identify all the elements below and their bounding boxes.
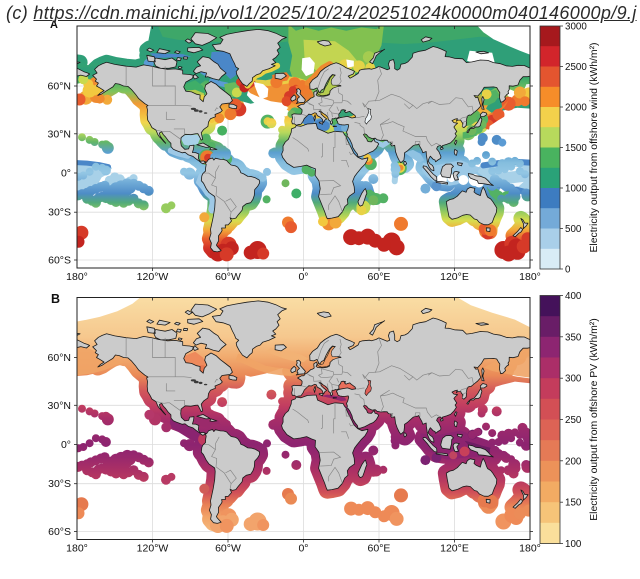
svg-text:100: 100 (565, 539, 582, 550)
svg-text:60°S: 60°S (48, 526, 71, 538)
svg-text:180°: 180° (66, 543, 88, 555)
svg-text:120°E: 120°E (440, 543, 469, 555)
svg-text:120°E: 120°E (440, 271, 469, 283)
svg-text:30°S: 30°S (48, 478, 71, 490)
svg-text:Electricity output from offsho: Electricity output from offshore wind (k… (589, 43, 600, 253)
svg-text:A: A (50, 19, 58, 31)
svg-text:60°N: 60°N (48, 81, 71, 93)
svg-text:1000: 1000 (565, 184, 587, 195)
svg-text:3000: 3000 (565, 22, 587, 33)
svg-text:60°W: 60°W (215, 271, 241, 283)
svg-text:1500: 1500 (565, 143, 587, 154)
svg-text:2000: 2000 (565, 103, 587, 114)
svg-text:2500: 2500 (565, 62, 587, 73)
svg-text:60°W: 60°W (215, 543, 241, 555)
svg-text:250: 250 (565, 415, 582, 426)
svg-text:120°W: 120°W (137, 271, 169, 283)
svg-text:180°: 180° (519, 543, 541, 555)
svg-text:180°: 180° (519, 271, 541, 283)
svg-text:0°: 0° (61, 439, 71, 451)
svg-text:30°S: 30°S (48, 207, 71, 219)
svg-text:B: B (51, 292, 60, 306)
svg-text:120°W: 120°W (137, 543, 169, 555)
svg-text:60°N: 60°N (48, 352, 71, 364)
svg-text:180°: 180° (66, 271, 88, 283)
svg-text:30°N: 30°N (48, 128, 71, 140)
svg-text:500: 500 (565, 224, 582, 235)
svg-text:Electricity output from offsho: Electricity output from offshore PV (kWh… (589, 318, 600, 520)
svg-text:30°N: 30°N (48, 400, 71, 412)
svg-text:300: 300 (565, 374, 582, 385)
svg-text:200: 200 (565, 456, 582, 467)
svg-text:0: 0 (565, 265, 571, 276)
svg-text:350: 350 (565, 332, 582, 343)
svg-text:400: 400 (565, 291, 582, 302)
svg-text:0°: 0° (61, 168, 71, 180)
svg-text:60°E: 60°E (368, 543, 391, 555)
svg-text:60°E: 60°E (368, 271, 391, 283)
svg-text:0°: 0° (298, 543, 308, 555)
svg-text:150: 150 (565, 498, 582, 509)
svg-text:60°S: 60°S (48, 255, 71, 267)
svg-text:0°: 0° (298, 271, 308, 283)
